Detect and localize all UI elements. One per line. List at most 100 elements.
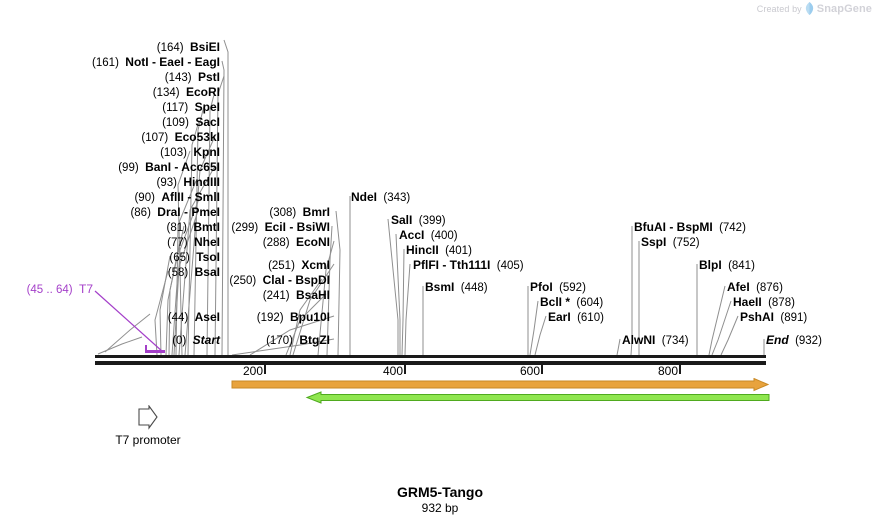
label-name: PflFI <box>413 258 439 272</box>
enzyme-label-saci[interactable]: (109) SacI <box>162 116 220 129</box>
label-name: SacI <box>195 115 220 129</box>
enzyme-label-sali[interactable]: SalI (399) <box>391 214 446 227</box>
label-separator: - <box>180 205 192 219</box>
enzyme-label-bani[interactable]: (99) BanI - Acc65I <box>118 161 220 174</box>
orange-feature-arrow[interactable] <box>230 378 770 392</box>
label-name: SspI <box>641 235 667 249</box>
enzyme-label-bcli[interactable]: BclI * (604) <box>540 296 603 309</box>
label-position: (251) <box>268 260 295 272</box>
feature-label-t7[interactable]: (45 .. 64) T7 <box>27 283 93 296</box>
label-name: BfuAI <box>634 220 666 234</box>
enzyme-label-ecori[interactable]: (134) EcoRI <box>153 86 220 99</box>
label-name: EaeI <box>159 55 184 69</box>
enzyme-label-start[interactable]: (0) Start <box>172 334 220 347</box>
enzyme-label-nhei[interactable]: (77) NheI <box>167 236 220 249</box>
label-position: (405) <box>496 260 524 272</box>
enzyme-label-acci[interactable]: AccI (400) <box>399 229 458 242</box>
label-name: EcoRI <box>185 85 220 99</box>
label-position: (752) <box>672 237 700 249</box>
label-position: (400) <box>430 230 458 242</box>
label-name: BanI <box>145 160 172 174</box>
label-name: End <box>766 333 789 347</box>
enzyme-label-asei[interactable]: (44) AseI <box>168 311 220 324</box>
enzyme-label-end[interactable]: End (932) <box>766 334 822 347</box>
enzyme-label-btgzi[interactable]: (170) BtgZI <box>266 334 330 347</box>
enzyme-label-sspi[interactable]: SspI (752) <box>641 236 700 249</box>
label-position: (77) <box>167 237 188 249</box>
enzyme-label-blpi[interactable]: BlpI (841) <box>699 259 755 272</box>
enzyme-label-xcmi[interactable]: (251) XcmI <box>268 259 330 272</box>
enzyme-label-pfoi[interactable]: PfoI (592) <box>530 281 586 294</box>
label-position: (90) <box>134 192 155 204</box>
label-name: DraI <box>157 205 181 219</box>
enzyme-label-haeii[interactable]: HaeII (878) <box>733 296 795 309</box>
label-position: (45 .. 64) <box>26 284 73 296</box>
label-name: SpeI <box>194 100 220 114</box>
enzyme-label-hindiii[interactable]: (93) HindIII <box>156 176 220 189</box>
enzyme-label-bmti[interactable]: (81) BmtI <box>166 221 220 234</box>
enzyme-label-pshai[interactable]: PshAI (891) <box>740 311 807 324</box>
label-position: (876) <box>756 282 783 294</box>
enzyme-label-noti[interactable]: (161) NotI - EaeI - EagI <box>92 56 220 69</box>
label-name: AseI <box>194 310 220 324</box>
enzyme-label-econi[interactable]: (288) EcoNI <box>263 236 330 249</box>
label-name: EagI <box>194 55 220 69</box>
label-position: (134) <box>152 87 180 99</box>
label-position: (192) <box>256 312 284 324</box>
label-name: BlpI <box>699 258 722 272</box>
label-name: BsiWI <box>296 220 330 234</box>
enzyme-label-bmri[interactable]: (308) BmrI <box>269 206 330 219</box>
feature-t7-marker[interactable] <box>145 350 165 353</box>
label-position: (399) <box>418 215 446 227</box>
label-position: (86) <box>130 207 151 219</box>
label-position: (288) <box>262 237 290 249</box>
label-name: Start <box>192 333 220 347</box>
enzyme-label-ecii[interactable]: (299) EciI - BsiWI <box>231 221 330 234</box>
label-name: AccI <box>399 228 425 242</box>
label-name: BtgZI <box>299 333 330 347</box>
enzyme-label-eco53ki[interactable]: (107) Eco53kI <box>141 131 220 144</box>
enzyme-label-kpni[interactable]: (103) KpnI <box>160 146 220 159</box>
label-position: (117) <box>162 102 189 114</box>
enzyme-label-tsoi[interactable]: (65) TsoI <box>169 251 220 264</box>
enzyme-label-bfuai[interactable]: BfuAI - BspMI (742) <box>634 221 746 234</box>
enzyme-label-bsiei[interactable]: (164) BsiEI <box>157 41 220 54</box>
label-name: T7 <box>78 282 93 296</box>
label-position: (241) <box>262 290 290 302</box>
enzyme-label-eari[interactable]: EarI (610) <box>548 311 604 324</box>
label-name: BsaHI <box>295 288 330 302</box>
label-position: (250) <box>229 275 257 287</box>
enzyme-label-afei[interactable]: AfeI (876) <box>727 281 783 294</box>
enzyme-label-hincii[interactable]: HincII (401) <box>406 244 472 257</box>
watermark-brand: SnapGene <box>816 2 872 15</box>
enzyme-label-clai[interactable]: (250) ClaI - BspDI <box>229 274 330 287</box>
label-position: (81) <box>166 222 187 234</box>
enzyme-label-drai[interactable]: (86) DraI - PmeI <box>130 206 220 219</box>
enzyme-label-bsai[interactable]: (58) BsaI <box>168 266 220 279</box>
enzyme-label-spei[interactable]: (117) SpeI <box>162 101 220 114</box>
feature-t7-tick-left <box>145 345 147 353</box>
label-position: (734) <box>661 335 689 347</box>
t7-promoter-legend-icon <box>138 405 158 430</box>
enzyme-label-ndei[interactable]: NdeI (343) <box>351 191 410 204</box>
enzyme-label-aflii[interactable]: (90) AflII - SmlI <box>134 191 220 204</box>
label-name: TsoI <box>196 250 220 264</box>
label-position: (878) <box>768 297 795 309</box>
label-position: (99) <box>118 162 139 174</box>
enzyme-label-bpu10i[interactable]: (192) Bpu10I <box>257 311 330 324</box>
label-name: PmeI <box>191 205 220 219</box>
enzyme-label-psti[interactable]: (143) PstI <box>165 71 220 84</box>
label-name: HaeII <box>733 295 762 309</box>
ruler-label-600: 600 <box>519 364 540 378</box>
enzyme-label-pflfi[interactable]: PflFI - Tth111I (405) <box>413 259 524 272</box>
green-feature-arrow[interactable] <box>303 391 771 405</box>
label-name: BspDI <box>295 273 330 287</box>
ruler-tick-400 <box>404 365 406 374</box>
label-name: HindIII <box>183 175 220 189</box>
enzyme-label-alwni[interactable]: AlwNI (734) <box>622 334 689 347</box>
label-name: AflII <box>161 190 184 204</box>
ruler-label-400: 400 <box>382 364 403 378</box>
label-name: KpnI <box>193 145 220 159</box>
enzyme-label-bsahi[interactable]: (241) BsaHI <box>263 289 330 302</box>
enzyme-label-bsmi[interactable]: BsmI (448) <box>425 281 488 294</box>
